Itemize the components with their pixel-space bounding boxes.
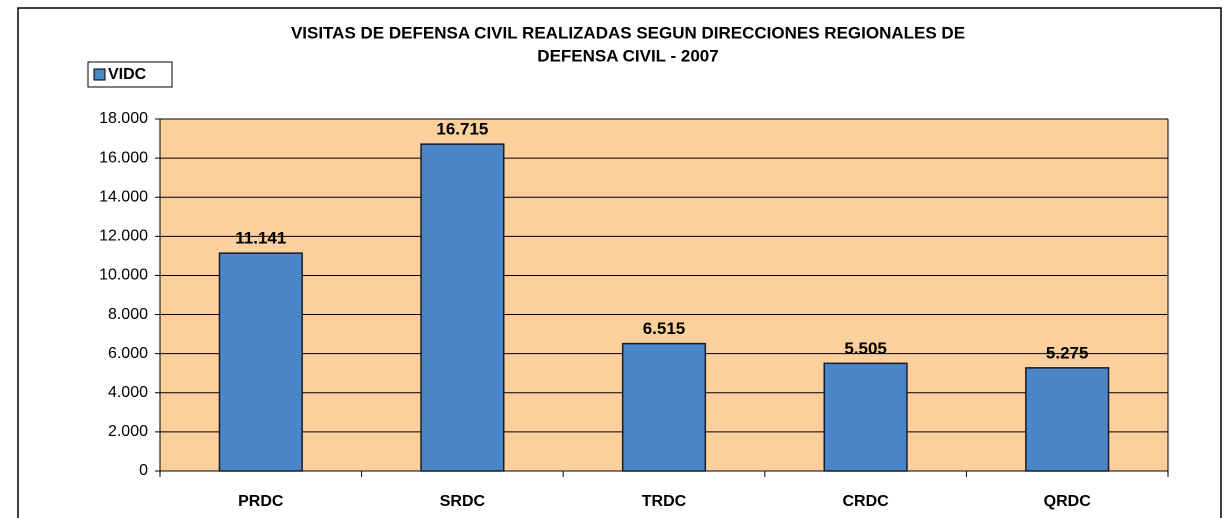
y-tick-label: 18.000 [99, 110, 148, 127]
chart-title: DEFENSA CIVIL - 2007 [537, 46, 718, 65]
legend-label: VIDC [108, 66, 147, 83]
bar [823, 362, 908, 472]
y-tick-label: 2.000 [108, 423, 148, 440]
data-label: 11.141 [235, 229, 286, 248]
data-label: 5.505 [844, 339, 887, 358]
y-tick-label: 16.000 [99, 149, 148, 166]
y-tick-label: 14.000 [99, 188, 148, 205]
y-tick-label: 10.000 [99, 267, 148, 284]
y-tick-label: 4.000 [108, 384, 148, 401]
data-label: 16.715 [436, 120, 488, 139]
y-tick-label: 0 [139, 462, 148, 479]
bar [1025, 367, 1110, 472]
legend-swatch [93, 68, 106, 81]
y-tick-label: 8.000 [108, 306, 148, 323]
data-label: 6.515 [643, 319, 686, 338]
y-tick-label: 12.000 [99, 228, 148, 245]
data-label: 5.275 [1046, 343, 1089, 362]
chart-title: VISITAS DE DEFENSA CIVIL REALIZADAS SEGU… [291, 23, 965, 42]
bar [420, 143, 505, 472]
x-tick-label: PRDC [238, 493, 284, 510]
bar [218, 252, 303, 472]
x-tick-label: QRDC [1044, 493, 1092, 510]
y-tick-label: 6.000 [108, 345, 148, 362]
bar [621, 342, 707, 472]
x-tick-label: TRDC [642, 493, 687, 510]
x-tick-label: CRDC [842, 493, 889, 510]
x-tick-label: SRDC [440, 493, 486, 510]
